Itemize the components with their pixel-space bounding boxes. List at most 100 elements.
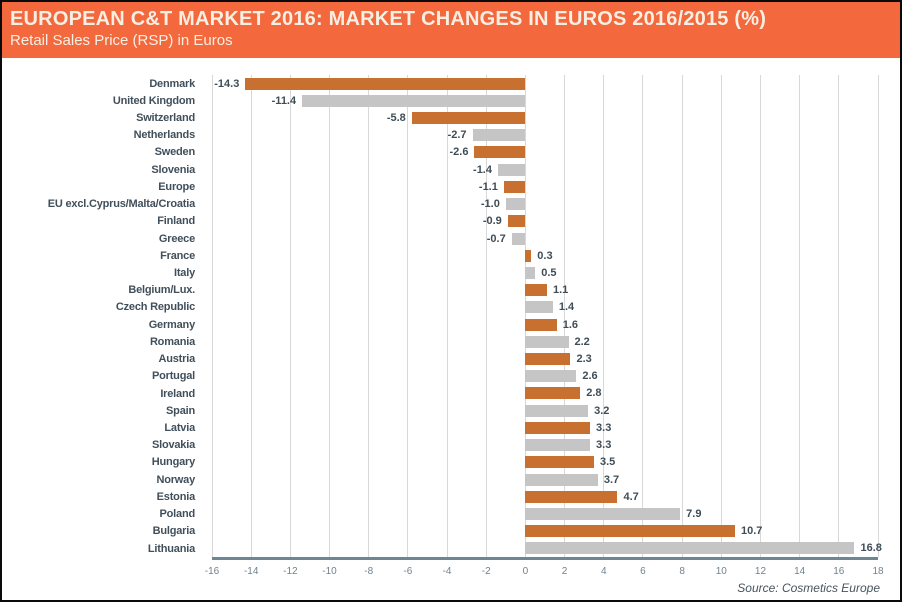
category-label-column: Denmark United Kingdom Switzerland Netherla… [2, 75, 204, 557]
gridline [289, 75, 291, 557]
category-label: Slovenia [151, 163, 195, 176]
bar [525, 318, 557, 331]
bar-value-label: 16.8 [860, 542, 882, 555]
chart-header: EUROPEAN C&T MARKET 2016: MARKET CHANGES… [2, 2, 900, 58]
bar-value-label: 0.3 [537, 249, 553, 262]
bar [525, 335, 569, 348]
x-tick-label: 18 [872, 566, 884, 577]
category-label: Europe [158, 180, 195, 193]
category-label: Finland [157, 215, 195, 228]
gridline [564, 75, 566, 557]
bar-value-label: 10.7 [741, 525, 763, 538]
gridline [329, 75, 331, 557]
bar [525, 249, 532, 262]
gridline [407, 75, 409, 557]
gridline [838, 75, 840, 557]
category-label: Germany [148, 318, 195, 331]
bar [525, 473, 598, 486]
category-label: EU excl.Cyprus/Malta/Croatia [47, 198, 195, 211]
bar-value-label: 3.2 [594, 404, 610, 417]
bar-value-label: 3.3 [596, 421, 612, 434]
category-label: Bulgaria [152, 525, 196, 538]
category-label: Hungary [151, 456, 195, 469]
category-label: Ireland [160, 387, 195, 400]
bar [474, 146, 526, 159]
bar [245, 77, 526, 90]
category-label: Greece [158, 232, 195, 245]
category-label: France [160, 249, 195, 262]
bar [525, 456, 594, 469]
bar [505, 198, 526, 211]
bar [525, 301, 553, 314]
bar [497, 163, 526, 176]
x-tick-label: 6 [640, 566, 646, 577]
x-tick-label: -6 [403, 566, 413, 577]
bar [525, 490, 618, 503]
x-tick-label: 12 [754, 566, 767, 577]
category-label: Czech Republic [115, 301, 195, 314]
bar-value-label: 4.7 [623, 490, 639, 503]
gridline [877, 75, 879, 557]
bar [525, 266, 536, 279]
bar [511, 232, 526, 245]
gridline [446, 75, 448, 557]
x-tick-label: 10 [715, 566, 727, 577]
category-label: Sweden [154, 146, 196, 159]
bar [472, 129, 526, 142]
bar-chart: Denmark United Kingdom Switzerland Netherla… [2, 58, 900, 600]
x-tick-label: 2 [561, 566, 568, 577]
x-tick-label: -16 [204, 566, 220, 577]
bar-value-label: 3.5 [599, 456, 616, 469]
bar-value-label: -14.3 [214, 77, 240, 90]
bar-value-label: -1.1 [478, 180, 498, 193]
category-label: United Kingdom [112, 94, 195, 107]
chart-subtitle: Retail Sales Price (RSP) in Euros [10, 32, 233, 49]
gridline [250, 75, 252, 557]
bar-value-label: 3.3 [596, 439, 612, 452]
bar-value-label: 2.6 [582, 370, 598, 383]
bar-value-label: 2.8 [586, 387, 602, 400]
bar [525, 353, 571, 366]
x-tick-label: -2 [481, 566, 491, 577]
bar-value-label: 1.6 [562, 318, 579, 331]
gridline [603, 75, 605, 557]
category-label: Spain [166, 404, 195, 417]
category-label: Austria [158, 353, 196, 366]
category-label: Switzerland [136, 112, 195, 125]
bar-value-label: -2.7 [447, 129, 467, 142]
gridline [368, 75, 370, 557]
bar [525, 370, 577, 383]
x-tick-label: 4 [600, 566, 607, 577]
bar [411, 112, 526, 125]
gridline [524, 75, 526, 557]
x-tick-label: -10 [322, 566, 337, 577]
category-label: Poland [159, 508, 196, 521]
gridline [799, 75, 801, 557]
bar [503, 180, 526, 193]
gridline [681, 75, 683, 557]
bar [525, 525, 735, 538]
bar-value-label: -5.8 [386, 112, 406, 125]
bar-value-label: 2.3 [576, 353, 592, 366]
bar [525, 404, 589, 417]
category-label: Norway [156, 473, 195, 486]
x-tick-label: -4 [442, 566, 452, 577]
x-tick-label: 14 [794, 566, 806, 577]
category-label: Italy [173, 267, 195, 280]
gridline [211, 75, 213, 557]
bar-value-label: 7.9 [686, 507, 702, 520]
plot-area: -14.3 -11.4 -5.8 -2.7 -2.6 -1.4 -1.1 -1.0 -0.9 -0… [211, 75, 882, 560]
bar-value-label: -1.0 [480, 198, 500, 211]
bar [525, 439, 591, 452]
gridline [642, 75, 644, 557]
bar-value-label: 1.4 [558, 301, 575, 314]
bar [525, 284, 547, 297]
category-label: Lithuania [147, 542, 195, 555]
bar [525, 421, 591, 434]
bar [507, 215, 526, 228]
x-tick-label: -14 [243, 566, 259, 577]
source-caption: Source: Cosmetics Europe [737, 581, 880, 595]
x-axis: -16 -14 -12 -10 -8 -6 -4 -2 0 2 4 6 8 10 12 14 16 18 [205, 566, 884, 580]
bar-value-label: -2.6 [449, 146, 469, 159]
